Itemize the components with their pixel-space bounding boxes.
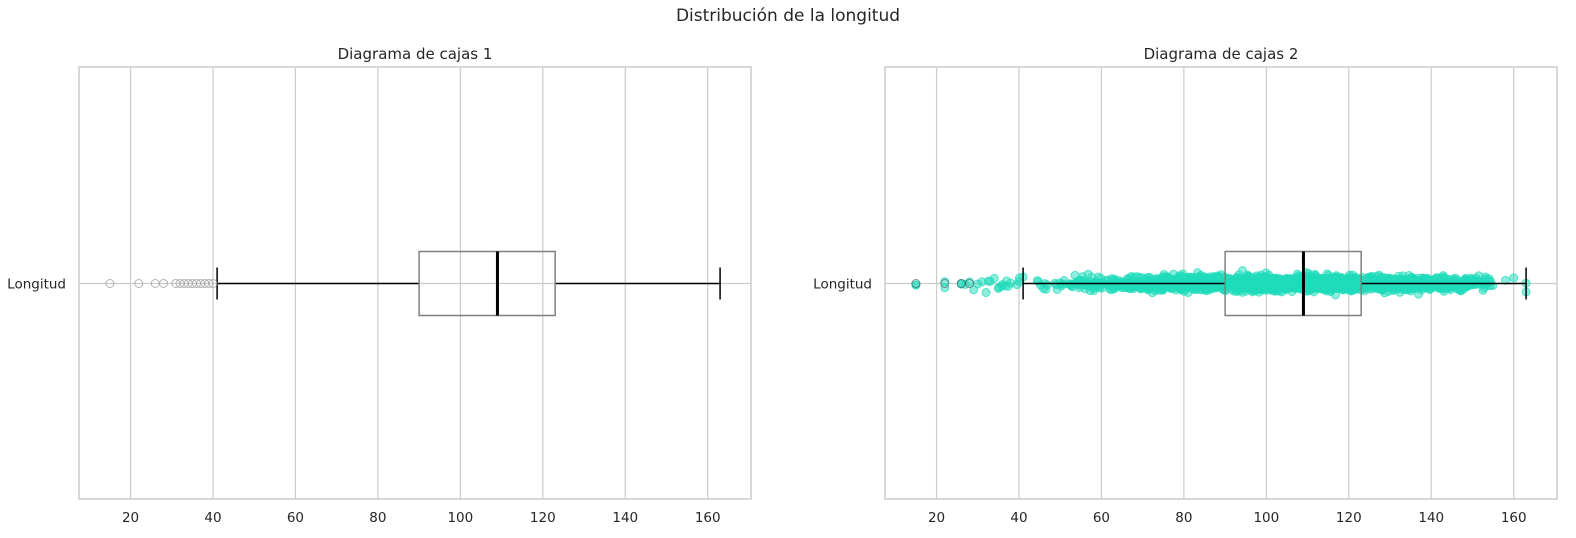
data-point (1314, 279, 1324, 289)
x-tick-label: 20 (122, 510, 139, 526)
data-point (981, 288, 991, 298)
data-point (1042, 280, 1052, 290)
x-tick-label: 120 (530, 510, 556, 526)
x-tick-label: 160 (1501, 510, 1527, 526)
data-point (1374, 282, 1384, 292)
y-tick-label: Longitud (813, 277, 872, 293)
data-point (1230, 280, 1240, 290)
x-tick-label: 120 (1336, 510, 1362, 526)
x-tick-label: 60 (1093, 510, 1110, 526)
subplot-2: Diagrama de cajas 2 20 40 60 80 100 120 140 160 L… (813, 45, 1558, 526)
data-point (1509, 273, 1519, 283)
box-iqr (1224, 250, 1362, 317)
data-point (1441, 277, 1451, 287)
subplot-title: Diagrama de cajas 1 (338, 45, 493, 63)
subplot-1: Diagrama de cajas 1 20 40 60 80 100 120 140 160 L… (7, 45, 752, 526)
outlier-point (940, 279, 950, 288)
data-point (1383, 286, 1393, 296)
data-point (1480, 274, 1490, 284)
data-point (1246, 281, 1256, 291)
x-tick-label: 100 (447, 510, 473, 526)
outlier-point (911, 279, 921, 288)
x-tick-label: 100 (1253, 510, 1279, 526)
data-point (1089, 285, 1099, 295)
data-point (989, 273, 999, 283)
data-point (1439, 286, 1449, 296)
data-point (1109, 284, 1119, 294)
data-point (1077, 277, 1087, 287)
data-point (1256, 273, 1266, 283)
data-point (1411, 277, 1421, 287)
data-point (1291, 283, 1301, 293)
data-point (1175, 284, 1185, 294)
data-point (1304, 269, 1314, 279)
x-tick-label: 40 (1010, 510, 1027, 526)
outlier-point (134, 279, 144, 288)
data-point (1283, 283, 1293, 293)
y-tick-label: Longitud (7, 277, 66, 293)
x-tick-label: 20 (928, 510, 945, 526)
data-point (1424, 274, 1434, 284)
data-point (1500, 275, 1510, 285)
data-point (1338, 278, 1348, 288)
data-point (1127, 277, 1137, 287)
box-iqr (418, 250, 556, 317)
data-point (1051, 280, 1061, 290)
data-point (1006, 278, 1016, 288)
plot-frame (78, 66, 752, 500)
outlier-point (208, 279, 218, 288)
outlier-point (965, 279, 975, 288)
x-tick-label: 60 (287, 510, 304, 526)
figure-title: Distribución de la longitud (675, 6, 901, 26)
data-point (1176, 271, 1186, 281)
data-point (977, 277, 987, 287)
data-point (1101, 275, 1111, 285)
x-tick-label: 140 (612, 510, 638, 526)
plot-frame (884, 66, 1558, 500)
data-point (1361, 275, 1371, 285)
data-point (1275, 282, 1285, 292)
x-tick-label: 40 (204, 510, 221, 526)
outlier-point (159, 279, 169, 288)
x-tick-label: 140 (1418, 510, 1444, 526)
data-point (1286, 274, 1296, 284)
data-point (1449, 280, 1459, 290)
outlier-point (204, 279, 214, 288)
data-point (1330, 290, 1340, 300)
outlier-point (105, 279, 115, 288)
subplot-title: Diagrama de cajas 2 (1144, 45, 1299, 63)
x-tick-label: 80 (1175, 510, 1192, 526)
x-tick-label: 80 (369, 510, 386, 526)
x-tick-label: 160 (695, 510, 721, 526)
data-point (1208, 282, 1218, 292)
data-point (1213, 271, 1223, 281)
data-point (1350, 279, 1360, 289)
